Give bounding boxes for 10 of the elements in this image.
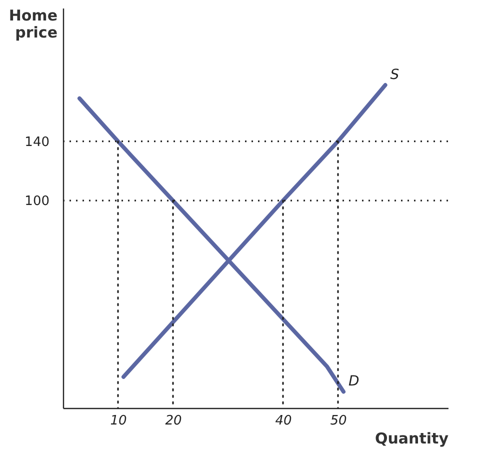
y-tick-label: 140 [24,134,50,150]
y-tick-label: 100 [24,194,50,210]
x-axis-title: Quantity [375,430,449,448]
y-axis-title: Home price [8,6,58,42]
series-label: D [348,374,360,390]
x-tick-label: 50 [330,414,347,428]
series-label: S [390,67,400,84]
x-tick-label: 40 [275,414,292,428]
x-tick-label: 20 [165,414,182,428]
x-tick-label: 10 [110,414,127,428]
